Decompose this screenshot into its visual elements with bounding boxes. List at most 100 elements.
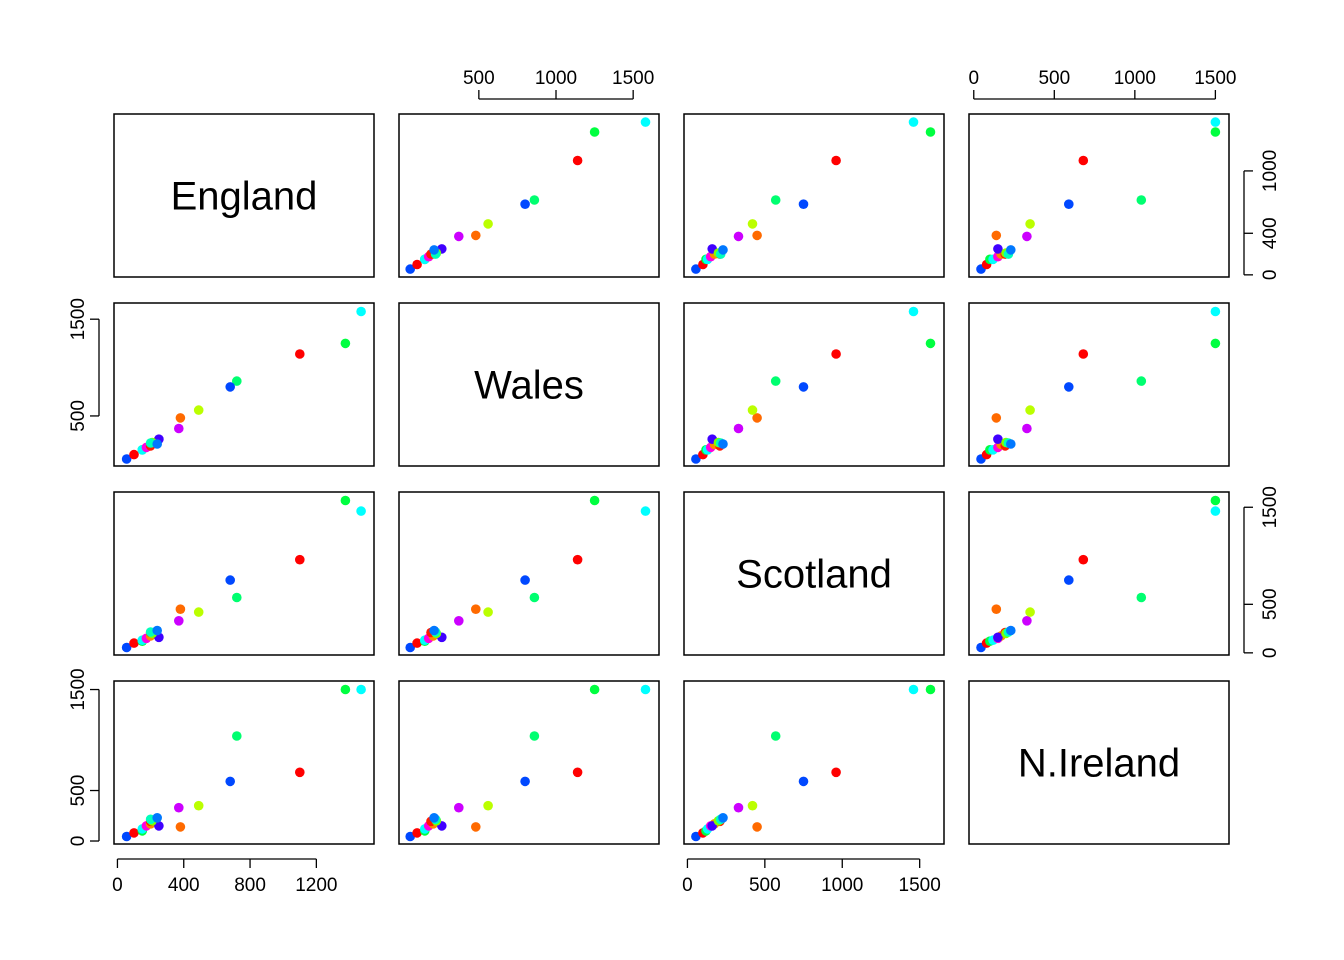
data-point xyxy=(589,127,600,137)
data-point xyxy=(1210,306,1221,317)
data-point xyxy=(295,767,305,778)
tick-label: 1000 xyxy=(1114,68,1156,89)
data-point xyxy=(1078,349,1089,359)
data-point xyxy=(405,642,416,653)
data-point xyxy=(831,349,841,359)
scatter-panel-england-vs-n-ireland xyxy=(968,113,1230,278)
data-point xyxy=(925,684,936,695)
data-point xyxy=(1064,575,1074,585)
tick-label: 1500 xyxy=(68,668,89,710)
data-point xyxy=(718,245,728,255)
data-point xyxy=(1210,127,1221,137)
variable-label: N.Ireland xyxy=(1018,742,1180,786)
panel-frame xyxy=(968,113,1230,278)
data-point xyxy=(572,767,583,778)
tick-label: 1000 xyxy=(535,68,577,89)
data-point xyxy=(908,684,919,695)
panel-frame xyxy=(113,680,375,845)
data-point xyxy=(747,219,758,229)
data-point xyxy=(1078,155,1089,166)
data-point xyxy=(454,802,464,813)
data-point xyxy=(1006,625,1016,636)
data-point xyxy=(340,684,351,695)
tick-label: 500 xyxy=(463,68,495,89)
data-point xyxy=(412,828,422,838)
tick-label: 500 xyxy=(68,775,89,807)
data-point xyxy=(121,642,132,653)
data-point xyxy=(925,127,936,137)
panel-frame xyxy=(398,680,660,845)
tick-label: 0 xyxy=(112,875,123,896)
data-point xyxy=(993,244,1003,254)
data-point xyxy=(733,423,744,434)
data-point xyxy=(225,776,235,787)
data-point xyxy=(471,230,481,241)
data-point xyxy=(1210,338,1221,349)
scatter-panel-scotland-vs-n-ireland xyxy=(968,491,1230,656)
data-point xyxy=(152,813,162,823)
data-point xyxy=(572,554,583,565)
data-point xyxy=(520,776,530,787)
data-point xyxy=(1136,592,1147,603)
data-point xyxy=(831,767,841,778)
data-point xyxy=(340,338,351,349)
data-point xyxy=(232,731,242,741)
data-point xyxy=(733,802,744,813)
data-point xyxy=(1006,245,1016,255)
diagonal-panel-wales: Wales xyxy=(398,302,660,467)
data-point xyxy=(174,423,184,434)
data-point xyxy=(429,813,439,823)
data-point xyxy=(295,554,305,565)
data-point xyxy=(529,592,540,603)
tick-label: 0 xyxy=(68,836,89,847)
panel-frame xyxy=(113,113,375,278)
data-point xyxy=(752,230,762,241)
scatter-panel-n-ireland-vs-scotland xyxy=(683,680,945,845)
data-point xyxy=(718,439,728,449)
data-point xyxy=(454,616,464,626)
data-point xyxy=(340,495,351,506)
data-point xyxy=(1210,495,1221,506)
tick-label: 500 xyxy=(1260,588,1281,620)
tick-label: 1500 xyxy=(1260,486,1281,528)
data-point xyxy=(129,449,139,460)
data-point xyxy=(747,405,758,415)
tick-label: 500 xyxy=(1038,68,1070,89)
data-point xyxy=(691,454,701,464)
tick-label: 500 xyxy=(68,400,89,432)
data-point xyxy=(121,831,132,842)
data-point xyxy=(798,382,809,392)
tick-label: 500 xyxy=(749,875,781,896)
data-point xyxy=(640,117,651,127)
panel-frame xyxy=(113,491,375,656)
data-point xyxy=(193,607,204,617)
data-point xyxy=(1025,219,1035,229)
data-point xyxy=(747,800,758,811)
data-point xyxy=(232,376,242,386)
data-point xyxy=(1025,405,1035,415)
data-point xyxy=(429,245,439,255)
data-point xyxy=(770,731,781,741)
data-point xyxy=(1022,616,1032,626)
data-point xyxy=(1064,382,1074,392)
panel-frame xyxy=(683,113,945,278)
data-point xyxy=(154,821,164,831)
data-point xyxy=(1136,195,1147,205)
data-point xyxy=(471,604,481,614)
data-point xyxy=(529,731,540,741)
panel-frame xyxy=(398,302,660,467)
data-point xyxy=(831,155,841,166)
panel-frame xyxy=(683,491,945,656)
panel-frame xyxy=(968,302,1230,467)
data-point xyxy=(991,604,1002,614)
data-point xyxy=(733,231,744,242)
data-point xyxy=(174,802,184,813)
diagonal-panel-n-ireland: N.Ireland xyxy=(968,680,1230,845)
data-point xyxy=(129,638,139,648)
panel-frame xyxy=(683,680,945,845)
panel-frame xyxy=(398,113,660,278)
tick-label: 800 xyxy=(234,875,266,896)
tick-label: 1500 xyxy=(899,875,941,896)
scatter-panel-england-vs-wales xyxy=(398,113,660,278)
panel-frame xyxy=(683,302,945,467)
